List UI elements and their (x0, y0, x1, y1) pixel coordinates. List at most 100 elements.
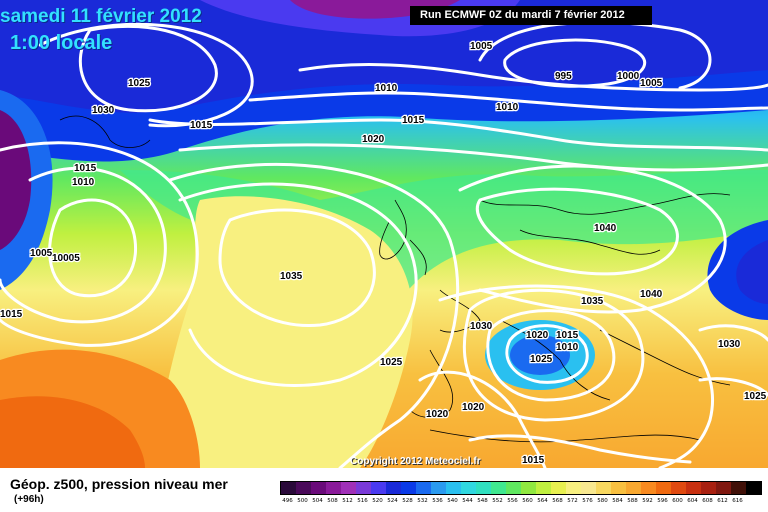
legend-title: Géop. z500, pression niveau mer (10, 476, 228, 492)
isobar-label: 1025 (744, 391, 767, 402)
legend-color-label: 564 (537, 498, 548, 504)
legend-color-label: 572 (567, 498, 578, 504)
isobar-1025-far-east (698, 377, 768, 397)
legend-color-label: 532 (417, 498, 428, 504)
isobar-1030-west (178, 182, 418, 387)
legend-color-label: 556 (507, 498, 518, 504)
isobar-995 (503, 38, 646, 88)
isobar-label: 1010 (496, 102, 519, 113)
legend-color-swatch (401, 482, 416, 494)
z500-band-524 (0, 0, 768, 113)
isobar-label: 1035 (581, 296, 604, 307)
isobar-1015-med (505, 324, 589, 384)
isobar-1030-east (438, 284, 714, 468)
isobar-label: 1030 (92, 105, 115, 116)
legend-color-label: 528 (402, 498, 413, 504)
legend-color-label: 520 (372, 498, 383, 504)
legend-color-label: 600 (672, 498, 683, 504)
z500-band-596 (0, 396, 145, 468)
legend-color-swatch (581, 482, 596, 494)
isobar-label: 1030 (718, 339, 741, 350)
legend-color-swatch (536, 482, 551, 494)
legend-color-swatch (671, 482, 686, 494)
isobar-label: 1020 (362, 134, 385, 145)
isobar-label: 1015 (556, 330, 579, 341)
legend-color-label: 552 (492, 498, 503, 504)
isobar-1025-west (168, 162, 460, 468)
legend-color-label: 580 (597, 498, 608, 504)
isobar-label: 1005 (30, 248, 53, 259)
isobar-label: 1010 (375, 83, 398, 94)
isobar-label: 1025 (128, 78, 151, 89)
legend-color-label: 604 (687, 498, 698, 504)
legend-color-label: 596 (657, 498, 668, 504)
isobar-label: 1005 (470, 41, 493, 52)
map-area: 1025 1030 1015 1015 1010 1005 10005 1015 1005 995… (0, 0, 768, 468)
isobar-label: 1020 (462, 402, 485, 413)
isobar-label: 10005 (52, 253, 80, 264)
isobar-1040 (475, 187, 679, 276)
legend-color-label: 544 (462, 498, 473, 504)
model-run-info: Run ECMWF 0Z du mardi 7 février 2012 (410, 6, 652, 25)
legend-color-swatch (566, 482, 581, 494)
legend-color-label: 540 (447, 498, 458, 504)
legend-color-swatch (521, 482, 536, 494)
legend-color-label: 616 (732, 498, 743, 504)
copyright-notice: Copyright 2012 Meteociel.fr (350, 456, 481, 467)
legend-color-swatch (356, 482, 371, 494)
legend-color-label: 548 (477, 498, 488, 504)
legend-color-label: 576 (582, 498, 593, 504)
isobar-label: 1035 (280, 271, 303, 282)
isobar-1010-west (0, 166, 167, 324)
legend-color-swatch (326, 482, 341, 494)
legend-color-swatch (491, 482, 506, 494)
z500-med-low-core (510, 335, 570, 375)
legend-color-swatch (641, 482, 656, 494)
isobar-label: 1025 (380, 357, 403, 368)
legend-subtitle: (+96h) (14, 494, 44, 505)
legend-color-label: 608 (702, 498, 713, 504)
isobar-label: 995 (555, 71, 572, 82)
isobar-label: 1025 (530, 354, 553, 365)
legend-color-swatch (701, 482, 716, 494)
legend-color-label: 512 (342, 498, 353, 504)
legend-color-swatch (656, 482, 671, 494)
isobars (0, 20, 768, 468)
legend-color-swatch (611, 482, 626, 494)
isobar-1020-med (486, 309, 616, 402)
z500-ridge (150, 196, 413, 468)
legend-color-swatch (626, 482, 641, 494)
isobar-1030-north (78, 24, 218, 113)
legend-color-swatch (311, 482, 326, 494)
legend-color-swatch (731, 482, 746, 494)
isobar-label: 1015 (0, 309, 23, 320)
isobar-1000 (478, 20, 712, 90)
legend-color-label: 568 (552, 498, 563, 504)
isobar-label: 1015 (402, 115, 425, 126)
legend-color-swatch (281, 482, 296, 494)
isobar-1035-west (218, 208, 376, 328)
isobar-label: 1015 (522, 455, 545, 466)
legend-color-swatch (416, 482, 431, 494)
legend-color-swatch (506, 482, 521, 494)
legend-color-swatch (746, 482, 761, 494)
isobar-label: 1015 (74, 163, 97, 174)
legend-color-label: 588 (627, 498, 638, 504)
isobar-1030-far-east (698, 324, 768, 342)
isobar-1015-south (468, 434, 692, 464)
legend-color-label: 504 (312, 498, 323, 504)
isobar-1025-med (462, 288, 645, 422)
isobar-label: 1030 (470, 321, 493, 332)
legend-color-label: 496 (282, 498, 293, 504)
legend-color-swatch (296, 482, 311, 494)
legend-color-swatch (461, 482, 476, 494)
legend-color-label: 584 (612, 498, 623, 504)
isobar-label: 1015 (190, 120, 213, 131)
z500-core-east (736, 240, 768, 304)
isobar-label: 1020 (426, 409, 449, 420)
isobar-1015 (148, 118, 768, 152)
isobar-1015-west (0, 141, 199, 347)
legend-color-swatch (476, 482, 491, 494)
